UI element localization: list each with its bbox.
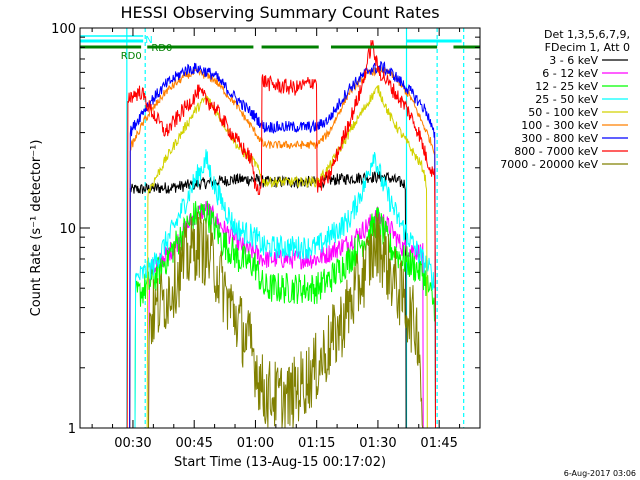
x-tick-label-0: 00:30 [114, 436, 151, 451]
x-axis-label: Start Time (13-Aug-15 00:17:02) [174, 455, 386, 470]
series-line-3 [134, 149, 436, 428]
y-tick-label-0: 1 [68, 422, 76, 437]
legend-entry-label-0: 3 - 6 keV [549, 54, 598, 67]
legend-entry-label-4: 50 - 100 keV [528, 106, 598, 119]
legend-entry-label-1: 6 - 12 keV [542, 67, 598, 80]
legend-entry-label-6: 300 - 800 keV [521, 132, 598, 145]
legend-entry-label-8: 7000 - 20000 keV [500, 158, 598, 171]
x-tick-label-3: 01:15 [298, 436, 335, 451]
timestamp: 6-Aug-2017 03:06 [564, 469, 636, 478]
legend-header-line-1: Det 1,3,5,6,7,9, [544, 28, 630, 41]
flag-label-2: RD0 [121, 51, 142, 62]
x-tick-label-5: 01:45 [420, 436, 457, 451]
series-line-0 [129, 171, 407, 428]
legend: Det 1,3,5,6,7,9, FDecim 1, Att 0 3 - 6 k… [500, 28, 630, 171]
legend-entry-label-7: 800 - 7000 keV [514, 145, 598, 158]
flag-label-0: N [145, 35, 152, 46]
y-tick-label-1: 10 [59, 222, 76, 237]
series-line-8 [148, 211, 424, 428]
y-axis-label: Count Rate (s⁻¹ detector⁻¹) [29, 140, 44, 317]
x-tick-label-2: 01:00 [237, 436, 274, 451]
legend-header-line-2: FDecim 1, Att 0 [545, 41, 630, 54]
series-line-7 [126, 40, 436, 428]
chart-title: HESSI Observing Summary Count Rates [120, 3, 439, 22]
flag-label-1: RD0 [151, 43, 172, 54]
y-tick-label-2: 100 [51, 22, 76, 37]
legend-entry-label-5: 100 - 300 keV [521, 119, 598, 132]
plot-area [80, 28, 480, 428]
series-line-6 [129, 61, 436, 428]
series-line-4 [146, 85, 428, 428]
x-tick-label-4: 01:30 [359, 436, 396, 451]
legend-entry-label-3: 25 - 50 keV [535, 93, 598, 106]
x-tick-label-1: 00:45 [175, 436, 212, 451]
legend-entry-label-2: 12 - 25 keV [535, 80, 598, 93]
